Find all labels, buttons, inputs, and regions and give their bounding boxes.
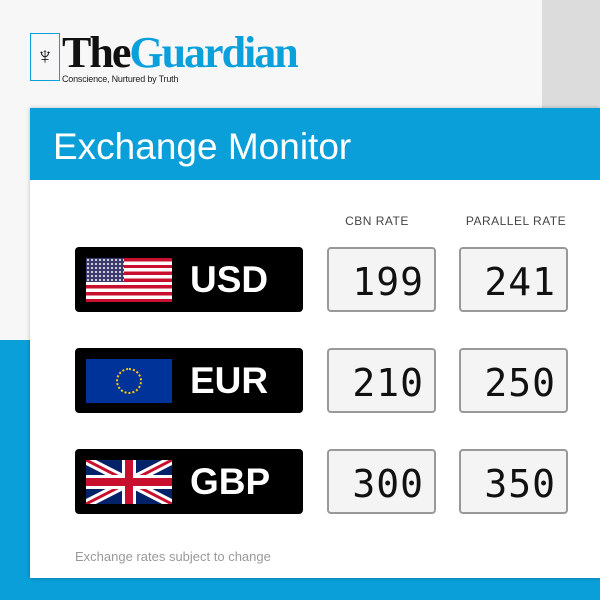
uk-flag-icon bbox=[86, 459, 172, 504]
currency-gbp: GBP bbox=[75, 449, 303, 514]
currency-usd: USD bbox=[75, 247, 303, 312]
cbn-rate-eur: 210 bbox=[327, 348, 436, 413]
page-title: Exchange Monitor bbox=[30, 108, 600, 180]
disclaimer-note: Exchange rates subject to change bbox=[75, 549, 271, 564]
guardian-logo: ♆ TheGuardian Conscience, Nurtured by Tr… bbox=[30, 31, 299, 84]
emblem-icon: ♆ bbox=[30, 33, 60, 81]
rate-row-usd: USD 199 241 bbox=[75, 247, 575, 312]
parallel-rate-eur: 250 bbox=[459, 348, 568, 413]
cbn-rate-gbp: 300 bbox=[327, 449, 436, 514]
logo-the: The bbox=[62, 28, 131, 77]
rate-row-gbp: GBP 300 350 bbox=[75, 449, 575, 514]
logo-guardian: Guardian bbox=[129, 28, 298, 77]
cbn-rate-header: CBN RATE bbox=[345, 214, 409, 228]
eu-flag-icon bbox=[86, 358, 172, 403]
background-gray bbox=[542, 0, 600, 110]
us-flag-icon bbox=[86, 257, 172, 302]
exchange-card: Exchange Monitor CBN RATE PARALLEL RATE … bbox=[30, 108, 600, 578]
cbn-rate-usd: 199 bbox=[327, 247, 436, 312]
parallel-rate-header: PARALLEL RATE bbox=[465, 214, 567, 228]
parallel-rate-gbp: 350 bbox=[459, 449, 568, 514]
parallel-rate-usd: 241 bbox=[459, 247, 568, 312]
currency-eur: EUR bbox=[75, 348, 303, 413]
rate-row-eur: EUR 210 250 bbox=[75, 348, 575, 413]
logo-tagline: Conscience, Nurtured by Truth bbox=[62, 74, 179, 84]
